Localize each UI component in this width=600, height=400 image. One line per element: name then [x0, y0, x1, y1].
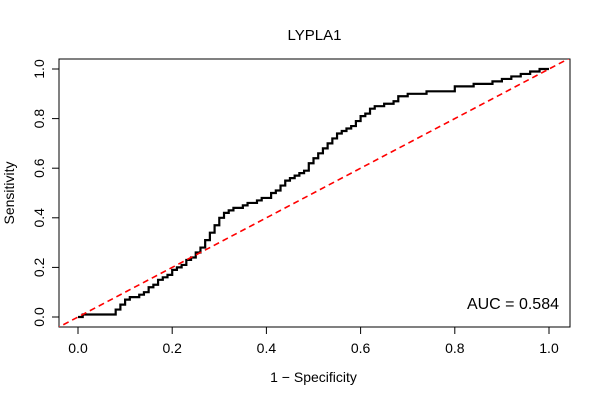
x-tick-label: 0.4 — [257, 340, 277, 356]
x-tick-label: 1.0 — [539, 340, 559, 356]
y-tick-label: 0.2 — [31, 257, 47, 277]
x-tick-label: 0.2 — [162, 340, 182, 356]
chance-diagonal-line — [59, 59, 570, 327]
y-tick-label: 1.0 — [31, 59, 47, 79]
y-tick-label: 0.6 — [31, 158, 47, 178]
y-tick-label: 0.0 — [31, 307, 47, 327]
x-tick-label: 0.6 — [351, 340, 371, 356]
x-tick-label: 0.0 — [68, 340, 88, 356]
roc-curve-line — [78, 67, 549, 319]
chart-title: LYPLA1 — [288, 27, 342, 44]
x-tick-label: 0.8 — [445, 340, 465, 356]
y-tick-label: 0.8 — [31, 109, 47, 129]
y-axis-label: Sensitivity — [1, 161, 17, 224]
x-axis-label: 1 − Specificity — [270, 369, 357, 385]
auc-annotation: AUC = 0.584 — [467, 296, 559, 313]
y-tick-label: 0.4 — [31, 208, 47, 228]
